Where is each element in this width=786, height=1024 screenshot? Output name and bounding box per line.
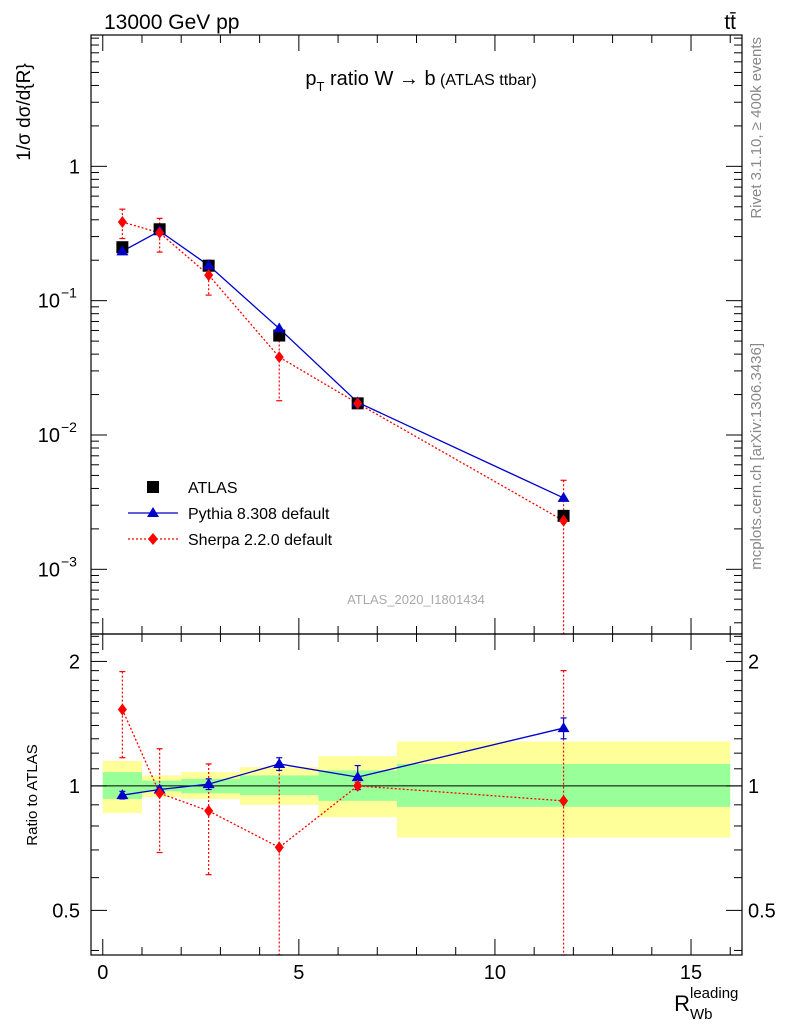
legend-marker-pythia <box>147 507 159 517</box>
sherpa-point <box>274 351 284 364</box>
main-y-tick-label: 1 <box>69 156 80 178</box>
analysis-id: ATLAS_2020_I1801434 <box>347 592 485 607</box>
ratio-y-tick-label: 1 <box>69 776 80 798</box>
svg-text:leading: leading <box>690 985 738 1002</box>
sherpa-ratio-point <box>155 787 165 800</box>
sherpa-point <box>559 514 569 527</box>
svg-text:R: R <box>674 991 690 1016</box>
x-tick-label: 15 <box>680 962 702 984</box>
legend-label-sherpa: Sherpa 2.2.0 default <box>188 532 333 549</box>
main-y-tick-exponent: −2 <box>61 419 77 435</box>
pythia-point <box>557 491 570 502</box>
chart-title: pT ratio W → b (ATLAS ttbar) <box>305 68 536 94</box>
pythia-ratio-line <box>122 727 564 796</box>
process-label: tt̄ <box>724 11 736 34</box>
sherpa-point <box>155 226 165 239</box>
pythia-ratio-point <box>273 757 286 768</box>
sherpa-ratio-point <box>117 703 127 716</box>
ratio-y-label: Ratio to ATLAS <box>24 744 41 845</box>
mcplots-label: mcplots.cern.ch [arXiv:1306.3436] <box>748 343 765 570</box>
sherpa-line <box>122 221 564 522</box>
pythia-point <box>202 259 215 270</box>
sherpa-point <box>117 216 127 229</box>
x-tick-label: 0 <box>97 962 108 984</box>
band-1sigma <box>240 775 319 796</box>
sherpa-ratio-point <box>274 841 284 854</box>
sherpa-ratio-point <box>204 804 214 817</box>
main-y-tick-exponent: −3 <box>61 553 77 569</box>
ratio-y-tick-label-right: 2 <box>748 651 759 673</box>
energy-label: 13000 GeV pp <box>104 11 239 34</box>
x-tick-label: 10 <box>484 962 506 984</box>
legend-label-atlas: ATLAS <box>188 480 238 497</box>
legend-marker-atlas <box>147 481 159 493</box>
x-tick-label: 5 <box>293 962 304 984</box>
ratio-y-tick-label: 0.5 <box>52 900 80 922</box>
legend: ATLAS Pythia 8.308 default Sherpa 2.2.0 … <box>128 480 333 549</box>
pythia-ratio-point <box>202 778 215 789</box>
svg-text:Wb: Wb <box>690 1006 713 1023</box>
pythia-line <box>122 230 564 499</box>
sherpa-ratio-point <box>559 794 569 807</box>
main-y-tick-exponent: −1 <box>61 285 77 301</box>
sherpa-point <box>204 269 214 282</box>
main-y-tick-label: 10 <box>38 291 60 313</box>
legend-marker-sherpa <box>148 533 158 545</box>
ratio-y-tick-label-right: 0.5 <box>748 900 776 922</box>
sherpa-point <box>353 397 363 410</box>
series-layer <box>116 208 570 956</box>
rivet-version-label: Rivet 3.1.10, ≥ 400k events <box>748 37 765 219</box>
y-axis-label: 1/σ dσ/d{R} <box>14 63 35 160</box>
pythia-ratio-point <box>351 771 364 782</box>
x-axis-label: R Wb leading <box>674 985 738 1023</box>
legend-label-pythia: Pythia 8.308 default <box>188 506 330 523</box>
main-y-tick-label: 10 <box>38 425 60 447</box>
ratio-y-tick-label-right: 1 <box>748 776 759 798</box>
pythia-point <box>273 322 286 333</box>
svg-text:1/σ dσ/d{R}: 1/σ dσ/d{R} <box>14 63 35 160</box>
sherpa-ratio-line <box>121 709 564 849</box>
pythia-ratio-point <box>557 722 570 733</box>
pythia-ratio-point <box>116 789 129 800</box>
ratio-y-tick-label: 2 <box>69 651 80 673</box>
main-y-tick-label: 10 <box>38 559 60 581</box>
pythia-point <box>116 245 129 256</box>
sherpa-ratio-point <box>353 779 363 792</box>
